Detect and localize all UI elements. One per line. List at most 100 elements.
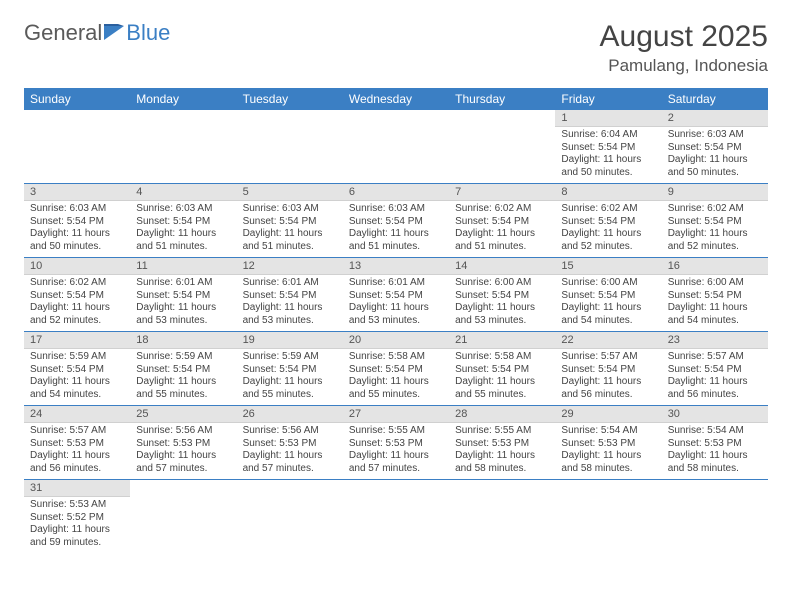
day-number: 30 [662,406,768,423]
day-number: 4 [130,184,236,201]
sunrise-text: Sunrise: 5:55 AM [349,425,443,438]
sunset-text: Sunset: 5:53 PM [455,438,549,451]
weekday-header: Saturday [662,88,768,110]
daylight-text: Daylight: 11 hours and 50 minutes. [561,154,655,179]
daylight-text: Daylight: 11 hours and 54 minutes. [668,302,762,327]
page-title: August 2025 [600,20,768,54]
calendar-day-cell: 19Sunrise: 5:59 AMSunset: 5:54 PMDayligh… [237,332,343,406]
day-body: Sunrise: 5:59 AMSunset: 5:54 PMDaylight:… [130,349,236,405]
sunrise-text: Sunrise: 5:56 AM [243,425,337,438]
calendar-day-cell [130,480,236,554]
daylight-text: Daylight: 11 hours and 50 minutes. [668,154,762,179]
day-body: Sunrise: 5:58 AMSunset: 5:54 PMDaylight:… [449,349,555,405]
day-body: Sunrise: 6:00 AMSunset: 5:54 PMDaylight:… [555,275,661,331]
day-number: 22 [555,332,661,349]
daylight-text: Daylight: 11 hours and 55 minutes. [243,376,337,401]
calendar-week-row: 10Sunrise: 6:02 AMSunset: 5:54 PMDayligh… [24,258,768,332]
sunset-text: Sunset: 5:54 PM [561,142,655,155]
day-number: 26 [237,406,343,423]
sunset-text: Sunset: 5:54 PM [136,364,230,377]
sunset-text: Sunset: 5:54 PM [349,216,443,229]
day-body: Sunrise: 6:03 AMSunset: 5:54 PMDaylight:… [130,201,236,257]
sunset-text: Sunset: 5:54 PM [455,290,549,303]
sunrise-text: Sunrise: 5:57 AM [561,351,655,364]
day-body: Sunrise: 5:53 AMSunset: 5:52 PMDaylight:… [24,497,130,553]
sunrise-text: Sunrise: 5:58 AM [349,351,443,364]
empty-day [237,110,343,126]
day-number: 20 [343,332,449,349]
day-number: 28 [449,406,555,423]
empty-day [449,110,555,126]
calendar-day-cell [237,110,343,184]
day-body: Sunrise: 6:02 AMSunset: 5:54 PMDaylight:… [449,201,555,257]
calendar-day-cell: 30 Sunrise: 5:54 AMSunset: 5:53 PMDayligh… [662,406,768,480]
sunrise-text: Sunrise: 6:00 AM [561,277,655,290]
sunset-text: Sunset: 5:54 PM [561,290,655,303]
sunrise-text: Sunrise: 6:02 AM [668,203,762,216]
calendar-day-cell: 18Sunrise: 5:59 AMSunset: 5:54 PMDayligh… [130,332,236,406]
daylight-text: Daylight: 11 hours and 51 minutes. [349,228,443,253]
sunrise-text: Sunrise: 6:04 AM [561,129,655,142]
sunrise-text: Sunrise: 6:00 AM [455,277,549,290]
sunset-text: Sunset: 5:54 PM [349,364,443,377]
day-body: Sunrise: 6:00 AMSunset: 5:54 PMDaylight:… [662,275,768,331]
sunset-text: Sunset: 5:54 PM [561,364,655,377]
day-body: Sunrise: 6:03 AMSunset: 5:54 PMDaylight:… [237,201,343,257]
daylight-text: Daylight: 11 hours and 56 minutes. [561,376,655,401]
day-number: 12 [237,258,343,275]
calendar-day-cell [130,110,236,184]
calendar-day-cell: 12Sunrise: 6:01 AMSunset: 5:54 PMDayligh… [237,258,343,332]
day-number: 3 [24,184,130,201]
calendar-day-cell [343,110,449,184]
day-number: 16 [662,258,768,275]
day-number: 11 [130,258,236,275]
calendar-day-cell: 23Sunrise: 5:57 AMSunset: 5:54 PMDayligh… [662,332,768,406]
daylight-text: Daylight: 11 hours and 58 minutes. [668,450,762,475]
calendar-day-cell: 29Sunrise: 5:54 AMSunset: 5:53 PMDayligh… [555,406,661,480]
sunset-text: Sunset: 5:53 PM [243,438,337,451]
logo-text-general: General [24,20,102,46]
weekday-header: Tuesday [237,88,343,110]
header: General Blue August 2025 Pamulang, Indon… [24,20,768,76]
calendar-day-cell: 1Sunrise: 6:04 AMSunset: 5:54 PMDaylight… [555,110,661,184]
calendar-day-cell: 25Sunrise: 5:56 AMSunset: 5:53 PMDayligh… [130,406,236,480]
sunrise-text: Sunrise: 5:54 AM [668,425,762,438]
sunrise-text: Sunrise: 6:01 AM [243,277,337,290]
weekday-header: Sunday [24,88,130,110]
day-number: 18 [130,332,236,349]
calendar-day-cell: 9Sunrise: 6:02 AMSunset: 5:54 PMDaylight… [662,184,768,258]
sunset-text: Sunset: 5:53 PM [668,438,762,451]
daylight-text: Daylight: 11 hours and 54 minutes. [30,376,124,401]
calendar-day-cell: 17Sunrise: 5:59 AMSunset: 5:54 PMDayligh… [24,332,130,406]
day-body: Sunrise: 5:56 AMSunset: 5:53 PMDaylight:… [130,423,236,479]
calendar-day-cell [449,480,555,554]
day-body: Sunrise: 5:54 AMSunset: 5:53 PMDaylight:… [555,423,661,479]
day-number: 14 [449,258,555,275]
day-number: 19 [237,332,343,349]
calendar-day-cell: 6Sunrise: 6:03 AMSunset: 5:54 PMDaylight… [343,184,449,258]
day-body: Sunrise: 6:02 AMSunset: 5:54 PMDaylight:… [24,275,130,331]
day-body: Sunrise: 6:01 AMSunset: 5:54 PMDaylight:… [343,275,449,331]
calendar-day-cell: 24Sunrise: 5:57 AMSunset: 5:53 PMDayligh… [24,406,130,480]
calendar-day-cell: 5Sunrise: 6:03 AMSunset: 5:54 PMDaylight… [237,184,343,258]
daylight-text: Daylight: 11 hours and 57 minutes. [136,450,230,475]
day-body: Sunrise: 5:57 AMSunset: 5:53 PMDaylight:… [24,423,130,479]
daylight-text: Daylight: 11 hours and 53 minutes. [243,302,337,327]
sunset-text: Sunset: 5:54 PM [668,364,762,377]
daylight-text: Daylight: 11 hours and 52 minutes. [561,228,655,253]
day-body: Sunrise: 6:03 AMSunset: 5:54 PMDaylight:… [662,127,768,183]
day-number: 21 [449,332,555,349]
daylight-text: Daylight: 11 hours and 58 minutes. [455,450,549,475]
logo: General Blue [24,20,170,46]
day-body: Sunrise: 5:57 AMSunset: 5:54 PMDaylight:… [662,349,768,405]
daylight-text: Daylight: 11 hours and 52 minutes. [30,302,124,327]
location: Pamulang, Indonesia [600,56,768,76]
daylight-text: Daylight: 11 hours and 57 minutes. [349,450,443,475]
empty-day [130,110,236,126]
day-number: 29 [555,406,661,423]
day-number: 9 [662,184,768,201]
day-number: 23 [662,332,768,349]
sunset-text: Sunset: 5:54 PM [668,290,762,303]
day-body: Sunrise: 5:59 AMSunset: 5:54 PMDaylight:… [24,349,130,405]
sunset-text: Sunset: 5:52 PM [30,512,124,525]
